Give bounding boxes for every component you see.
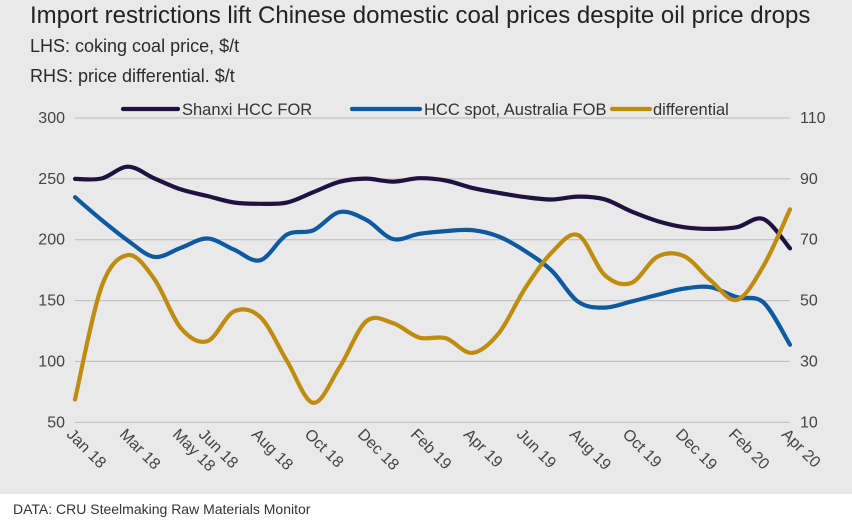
svg-text:150: 150 bbox=[38, 293, 65, 310]
svg-text:50: 50 bbox=[800, 293, 818, 310]
svg-text:250: 250 bbox=[38, 171, 65, 188]
svg-text:90: 90 bbox=[800, 171, 818, 188]
svg-text:70: 70 bbox=[800, 232, 818, 249]
svg-text:30: 30 bbox=[800, 353, 818, 370]
svg-text:Shanxi HCC FOR: Shanxi HCC FOR bbox=[182, 101, 312, 119]
svg-text:100: 100 bbox=[38, 353, 65, 370]
svg-text:differential: differential bbox=[653, 101, 729, 119]
svg-text:200: 200 bbox=[38, 232, 65, 249]
svg-text:HCC spot, Australia FOB: HCC spot, Australia FOB bbox=[424, 101, 606, 119]
